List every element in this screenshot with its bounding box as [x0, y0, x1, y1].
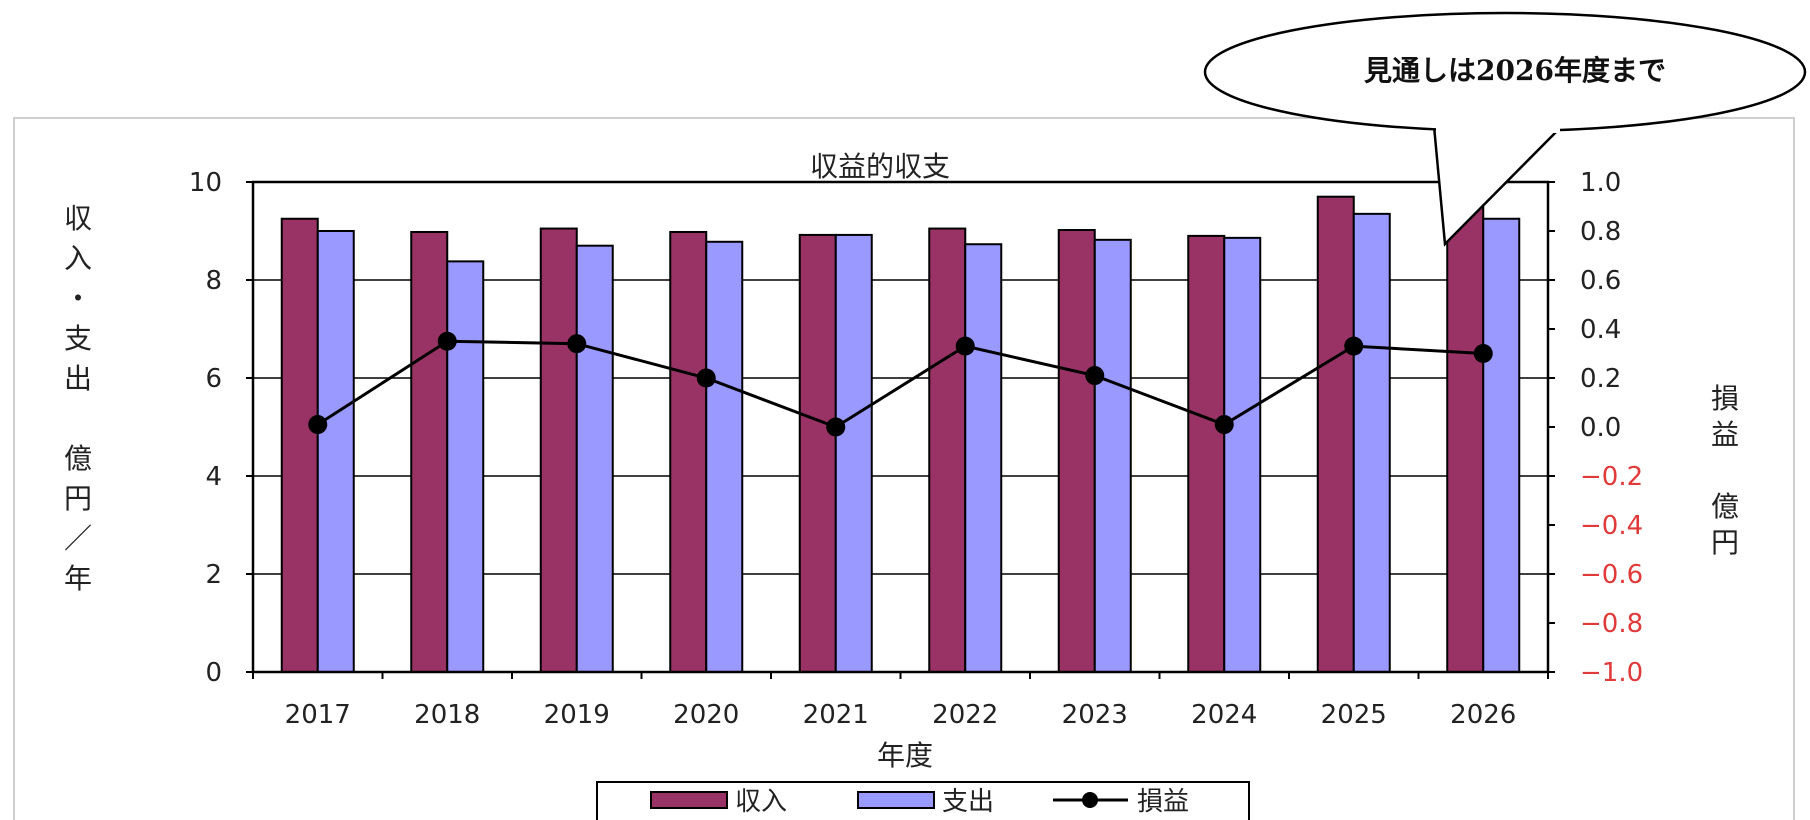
callout-text: 見通しは2026年度まで — [1364, 54, 1666, 87]
y2-tick-label: −0.2 — [1580, 462, 1643, 492]
bar-income-2024 — [1187, 234, 1226, 673]
bar-expense-2017 — [316, 230, 355, 673]
y-tick-label: 4 — [205, 462, 222, 492]
y2-tick-label: 0.8 — [1580, 217, 1621, 247]
point-profit-2022 — [955, 336, 975, 356]
bar-income-2019 — [539, 227, 578, 674]
legend-marker-profit — [1082, 792, 1098, 808]
point-profit-2024 — [1214, 415, 1234, 435]
x-tick-label: 2018 — [414, 700, 480, 730]
x-tick-label: 2022 — [932, 700, 998, 730]
bar-income-2018 — [410, 230, 449, 673]
x-tick-label: 2024 — [1191, 700, 1257, 730]
legend-label-expense: 支出 — [942, 787, 994, 817]
line-profit — [316, 339, 1484, 429]
callout-bubble: 見通しは2026年度まで — [1203, 11, 1807, 247]
bar-income-2020 — [669, 230, 708, 673]
y2-tick-label: 0.0 — [1580, 413, 1621, 443]
bar-income-2021 — [798, 233, 837, 673]
bar-expense-2026 — [1482, 217, 1521, 673]
bar-expense-2021 — [834, 233, 873, 673]
bar-income-2022 — [928, 227, 967, 674]
y-tick-label: 10 — [189, 168, 222, 198]
y2-tick-label: 1.0 — [1580, 168, 1621, 198]
point-profit-2020 — [696, 368, 716, 388]
callout-tail — [1432, 125, 1563, 247]
bar-expense-2024 — [1223, 236, 1262, 674]
y2-tick-label: −1.0 — [1580, 658, 1643, 688]
bar-expense-2023 — [1093, 238, 1132, 673]
y2-tick-label: 0.6 — [1580, 266, 1621, 296]
y2-tick-label: 0.4 — [1580, 315, 1621, 345]
legend-swatch-income — [650, 791, 728, 809]
chart-title: 収益的収支 — [810, 150, 950, 183]
bar-income-2017 — [280, 217, 319, 673]
callout-joint-mask — [1436, 113, 1560, 133]
y-tick-label: 6 — [205, 364, 222, 394]
x-tick-label: 2023 — [1062, 700, 1128, 730]
x-axis-label: 年度 — [877, 739, 933, 772]
legend-label-income: 収入 — [735, 787, 787, 817]
y-tick-label: 0 — [205, 658, 222, 688]
y2-tick-label: 0.2 — [1580, 364, 1621, 394]
x-tick-label: 2020 — [673, 700, 739, 730]
point-profit-2019 — [567, 334, 587, 354]
point-profit-2025 — [1344, 336, 1364, 356]
legend-label-profit: 損益 — [1137, 787, 1189, 817]
point-profit-2021 — [826, 417, 846, 437]
point-profit-2018 — [437, 331, 457, 351]
bar-expense-2025 — [1352, 212, 1391, 673]
x-tick-label: 2021 — [803, 700, 869, 730]
x-tick-label: 2019 — [544, 700, 610, 730]
point-profit-2026 — [1473, 344, 1493, 363]
point-profit-2023 — [1085, 366, 1105, 386]
y-axis-label: 収入・支出 億円／年 — [64, 202, 92, 595]
legend-swatch-expense — [857, 791, 935, 809]
y-tick-label: 8 — [205, 266, 222, 296]
y2-tick-label: −0.4 — [1580, 511, 1643, 541]
y2-tick-label: −0.8 — [1580, 609, 1643, 639]
bar-income-2025 — [1316, 195, 1355, 673]
y-tick-label: 2 — [205, 560, 222, 590]
y2-tick-label: −0.6 — [1580, 560, 1643, 590]
bar-expense-2022 — [964, 243, 1003, 673]
x-tick-label: 2017 — [285, 700, 351, 730]
legend: 収入 支出 損益 — [596, 781, 1250, 820]
point-profit-2017 — [308, 415, 328, 435]
x-tick-label: 2026 — [1450, 700, 1516, 730]
bar-income-2023 — [1057, 229, 1096, 674]
bar-income-2026 — [1446, 205, 1485, 673]
x-tick-label: 2025 — [1321, 700, 1387, 730]
y2-axis-label: 損益 億円 — [1711, 382, 1739, 559]
bar-expense-2018 — [446, 260, 485, 673]
bar-expense-2020 — [705, 240, 744, 673]
bar-expense-2019 — [575, 244, 614, 673]
